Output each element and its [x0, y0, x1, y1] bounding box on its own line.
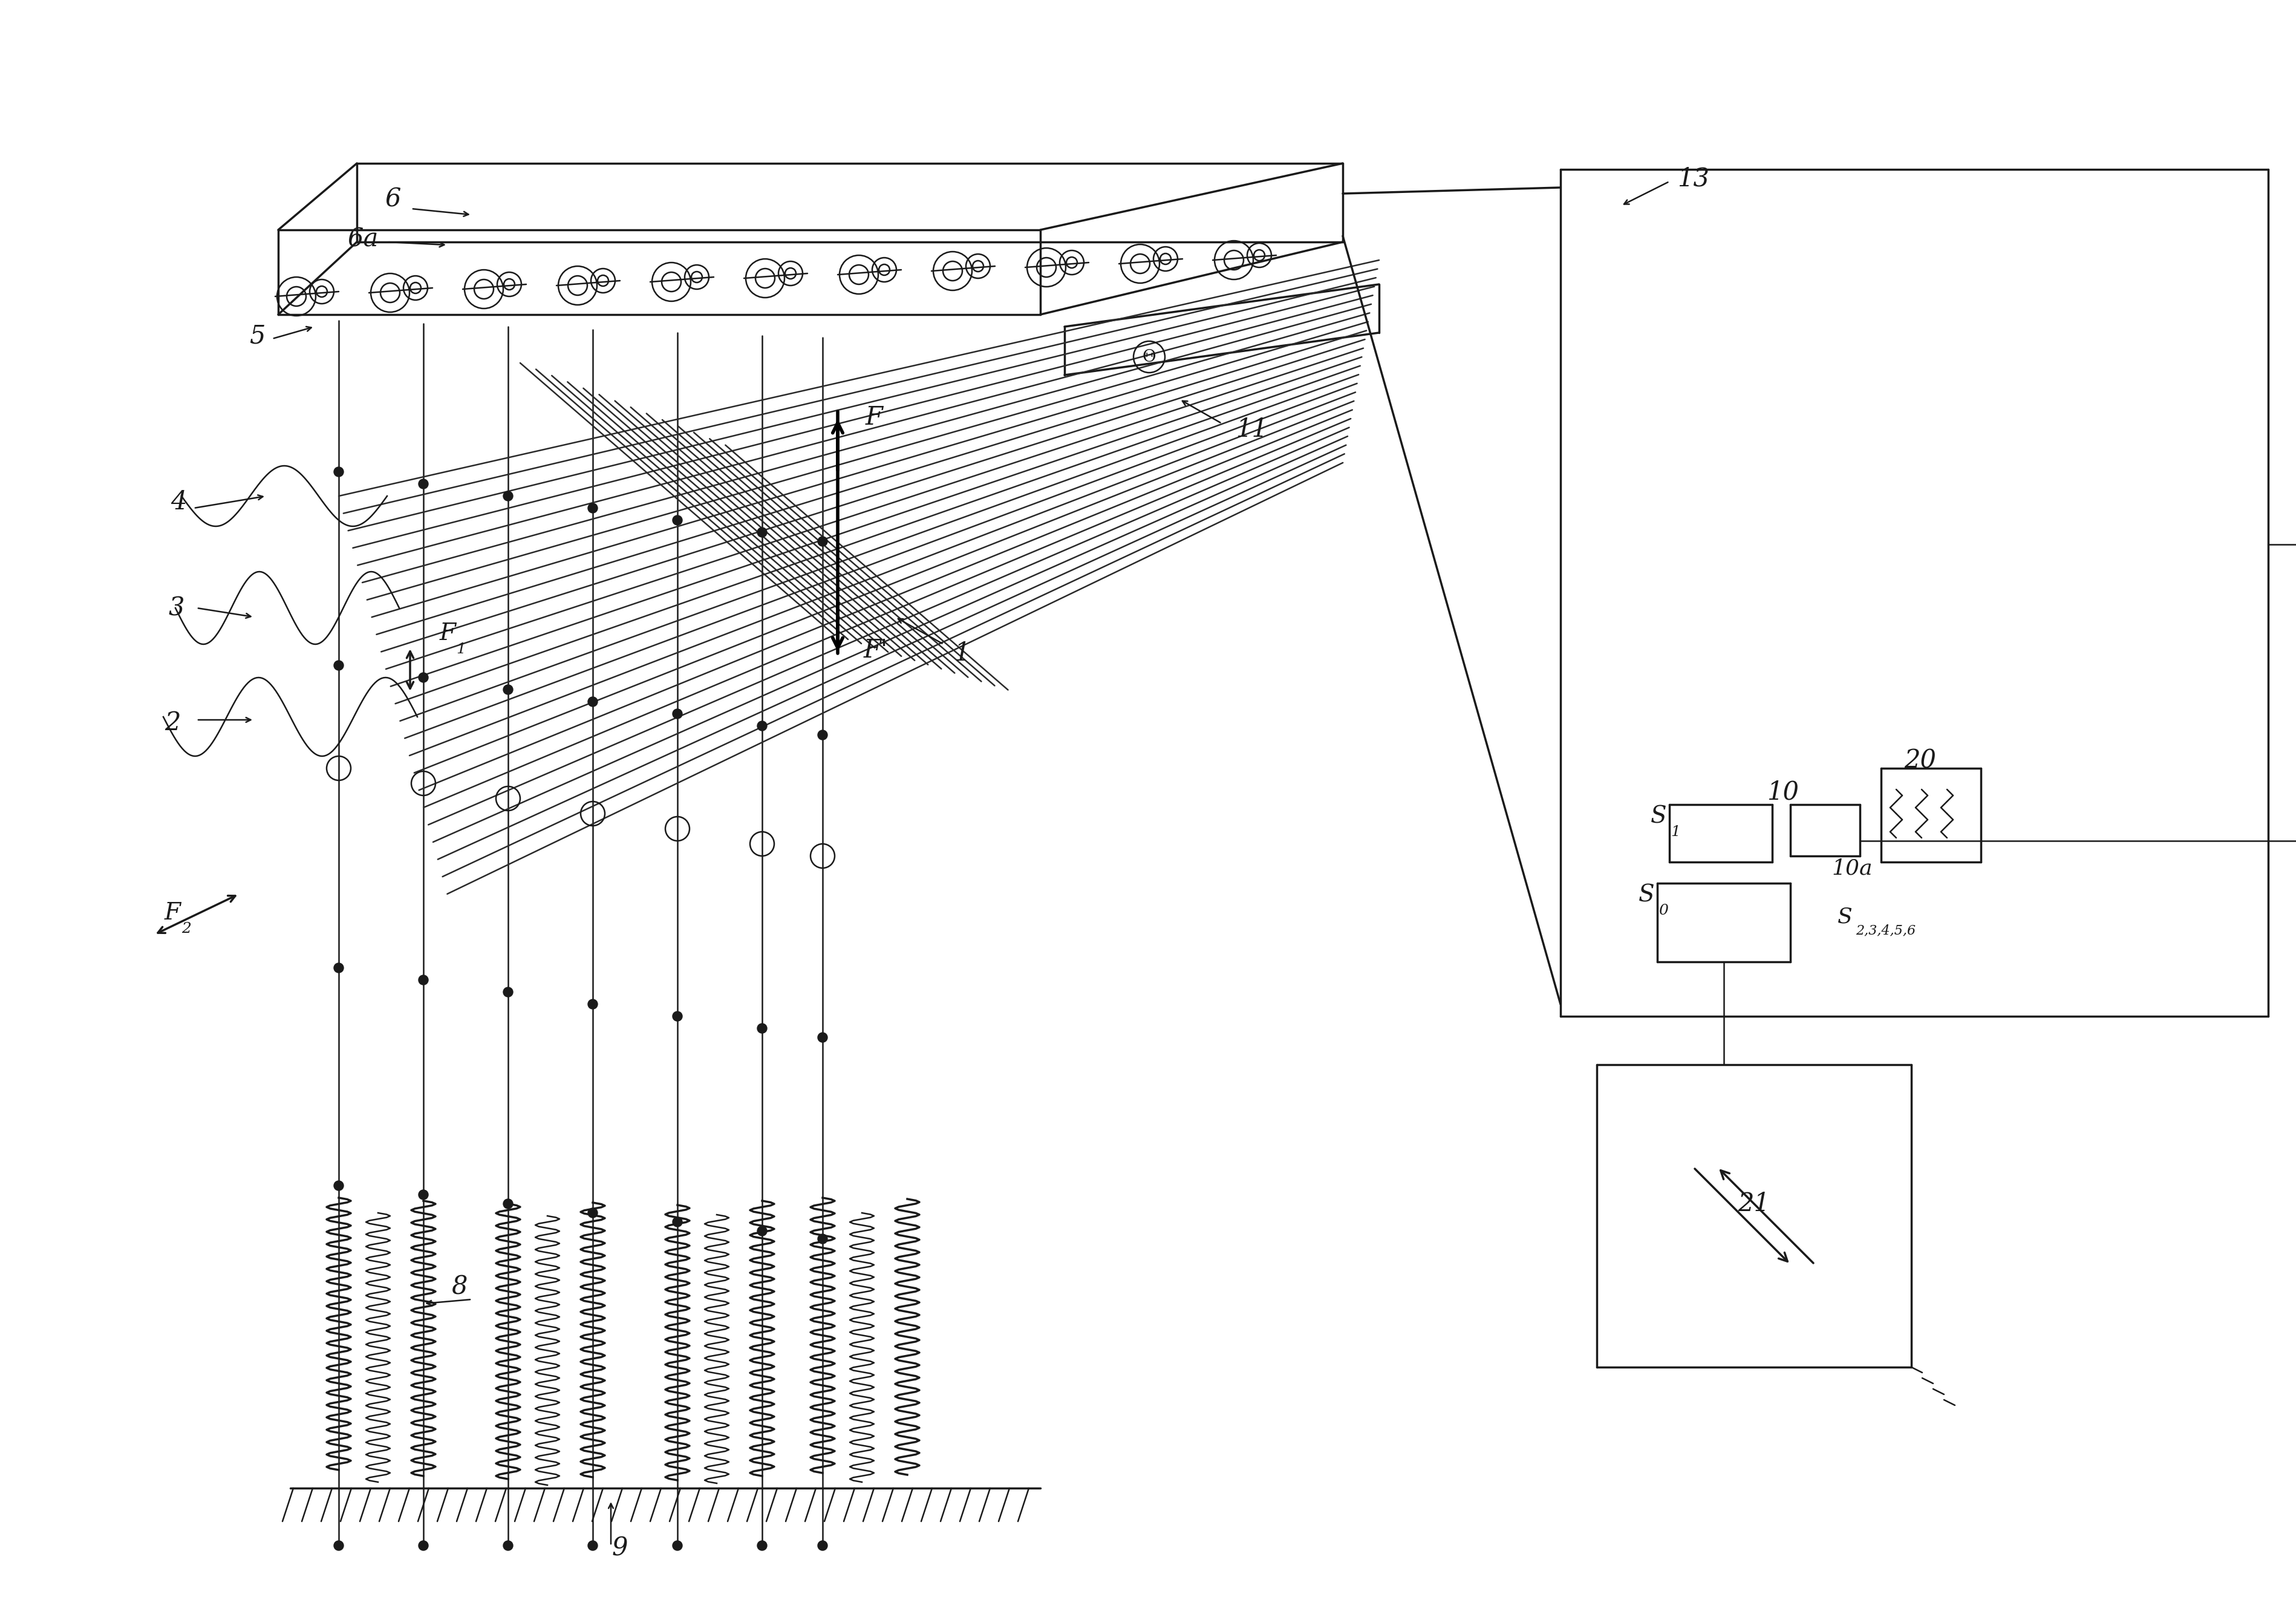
- Text: 4: 4: [170, 489, 186, 515]
- Circle shape: [673, 1011, 682, 1021]
- Circle shape: [333, 1541, 344, 1550]
- Circle shape: [503, 1541, 512, 1550]
- Circle shape: [503, 1199, 512, 1209]
- Circle shape: [817, 1234, 827, 1244]
- Text: S: S: [1651, 805, 1667, 828]
- Circle shape: [333, 962, 344, 972]
- Circle shape: [503, 685, 512, 695]
- Circle shape: [588, 697, 597, 706]
- Circle shape: [673, 710, 682, 719]
- Text: 20: 20: [1903, 748, 1936, 774]
- Circle shape: [817, 1032, 827, 1042]
- Text: 1: 1: [1671, 825, 1681, 839]
- Circle shape: [503, 987, 512, 996]
- Circle shape: [588, 1000, 597, 1009]
- Circle shape: [588, 1209, 597, 1218]
- Circle shape: [418, 975, 429, 985]
- Text: 13: 13: [1678, 165, 1711, 191]
- Text: 2: 2: [165, 710, 181, 735]
- Circle shape: [588, 504, 597, 514]
- Text: 21: 21: [1738, 1191, 1770, 1217]
- Text: 6: 6: [386, 186, 402, 212]
- Circle shape: [673, 1217, 682, 1226]
- Circle shape: [333, 467, 344, 476]
- Text: 9: 9: [613, 1536, 629, 1562]
- Circle shape: [673, 1541, 682, 1550]
- Text: F: F: [439, 622, 455, 645]
- Circle shape: [418, 1191, 429, 1199]
- Text: 10a: 10a: [1832, 857, 1874, 878]
- Circle shape: [817, 1541, 827, 1550]
- Text: 6a: 6a: [347, 227, 379, 251]
- Circle shape: [418, 1541, 429, 1550]
- Text: 5: 5: [248, 322, 264, 348]
- Circle shape: [758, 1024, 767, 1034]
- Text: S: S: [1837, 906, 1853, 927]
- Text: 1: 1: [457, 643, 466, 656]
- Circle shape: [588, 1541, 597, 1550]
- Text: 0: 0: [1658, 904, 1669, 917]
- Text: 3: 3: [168, 595, 184, 620]
- Text: Θ: Θ: [1143, 348, 1157, 364]
- Text: 11: 11: [1235, 416, 1267, 442]
- Text: 2,3,4,5,6: 2,3,4,5,6: [1855, 923, 1915, 936]
- Circle shape: [333, 661, 344, 671]
- Circle shape: [333, 1181, 344, 1191]
- Circle shape: [758, 1226, 767, 1236]
- Text: F: F: [866, 405, 882, 429]
- Text: F: F: [165, 902, 181, 925]
- Text: F': F': [863, 638, 889, 663]
- Circle shape: [758, 1541, 767, 1550]
- Circle shape: [817, 536, 827, 546]
- Circle shape: [758, 528, 767, 538]
- Text: 1: 1: [953, 640, 969, 666]
- Circle shape: [418, 672, 429, 682]
- Circle shape: [418, 480, 429, 489]
- Text: 10: 10: [1768, 779, 1800, 805]
- Text: 8: 8: [452, 1275, 468, 1299]
- Circle shape: [503, 491, 512, 501]
- Circle shape: [758, 721, 767, 731]
- Circle shape: [673, 515, 682, 525]
- Text: S: S: [1639, 885, 1655, 907]
- Circle shape: [817, 731, 827, 740]
- Text: 2: 2: [181, 922, 191, 936]
